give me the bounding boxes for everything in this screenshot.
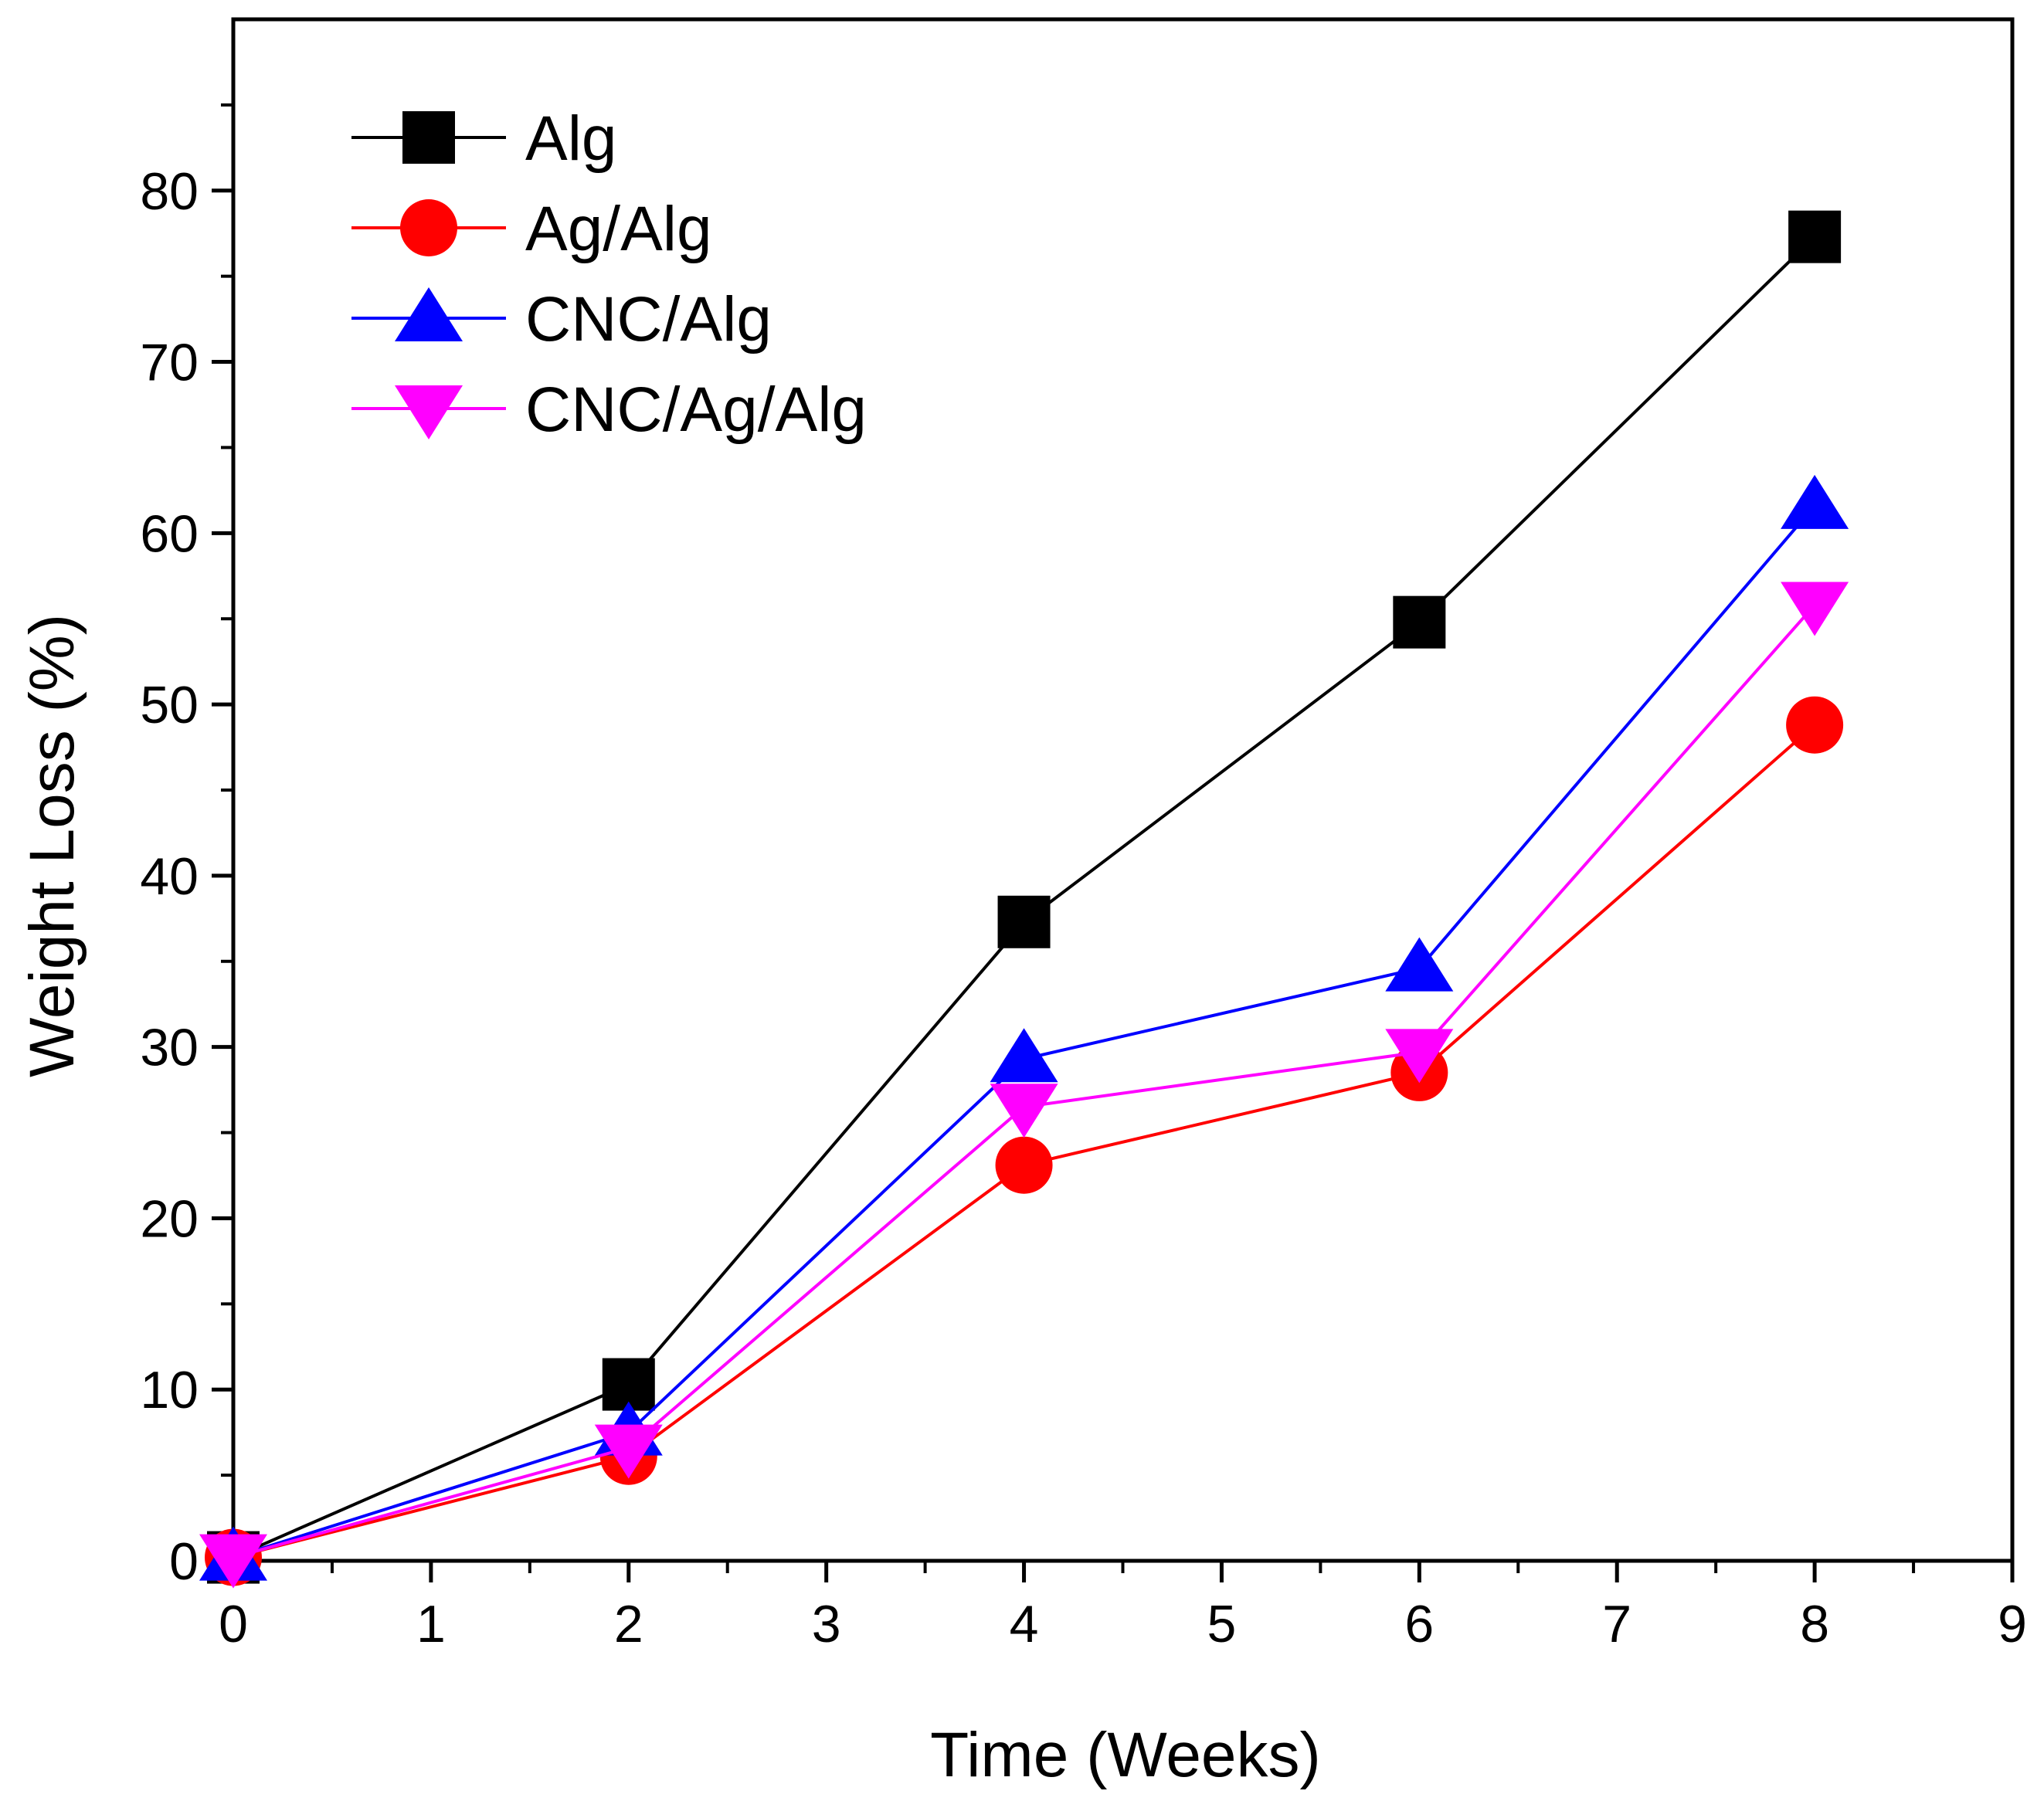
y-tick-label: 0 [169, 1532, 199, 1591]
data-point-cnc-ag-alg [1781, 582, 1849, 636]
data-point-cnc-alg [990, 1028, 1058, 1083]
y-tick-label: 80 [140, 162, 199, 221]
legend-item-alg: Alg [351, 103, 617, 174]
data-point-alg [1788, 210, 1842, 263]
data-point-alg [997, 895, 1051, 948]
y-tick-label: 50 [140, 676, 199, 734]
legend-marker [395, 385, 463, 439]
x-tick-label: 6 [1404, 1595, 1434, 1653]
legend-label: Alg [525, 103, 617, 174]
legend-label: Ag/Alg [525, 194, 712, 264]
legend-label: CNC/Alg [525, 284, 772, 354]
legend-item-cnc-ag-alg: CNC/Ag/Alg [351, 375, 867, 445]
data-point-cnc-alg [1385, 937, 1454, 992]
legend-marker [400, 199, 457, 256]
legend-item-cnc-alg: CNC/Alg [351, 284, 772, 354]
x-tick-label: 9 [1998, 1595, 2027, 1653]
data-point-alg [1393, 595, 1446, 649]
data-point-cnc-ag-alg [990, 1084, 1058, 1138]
x-tick-label: 8 [1800, 1595, 1829, 1653]
y-tick-label: 10 [140, 1361, 199, 1419]
data-point-cnc-ag-alg [1385, 1029, 1454, 1084]
legend-label: CNC/Ag/Alg [525, 375, 867, 445]
x-tick-label: 0 [219, 1595, 248, 1653]
data-point-ag-alg [995, 1136, 1053, 1194]
x-tick-label: 1 [416, 1595, 446, 1653]
y-tick-label: 20 [140, 1189, 199, 1248]
data-point-ag-alg [1786, 696, 1844, 754]
x-axis-title: Time (Weeks) [930, 1720, 1321, 1790]
x-tick-label: 7 [1602, 1595, 1631, 1653]
series-cnc-ag-alg [199, 582, 1849, 1589]
legend-item-ag-alg: Ag/Alg [351, 194, 712, 264]
data-point-cnc-alg [1781, 474, 1849, 529]
x-tick-label: 2 [614, 1595, 643, 1653]
x-tick-label: 4 [1010, 1595, 1039, 1653]
data-point-cnc-ag-alg [594, 1424, 663, 1479]
data-point-cnc-ag-alg [199, 1534, 267, 1589]
y-axis-title: Weight Loss (%) [17, 614, 87, 1077]
y-tick-label: 30 [140, 1019, 199, 1077]
y-tick-label: 70 [140, 334, 199, 392]
legend-marker [402, 111, 455, 164]
legend-marker [395, 287, 463, 341]
x-tick-label: 3 [812, 1595, 841, 1653]
x-tick-label: 5 [1207, 1595, 1237, 1653]
y-tick-label: 60 [140, 504, 199, 563]
y-tick-label: 40 [140, 847, 199, 906]
